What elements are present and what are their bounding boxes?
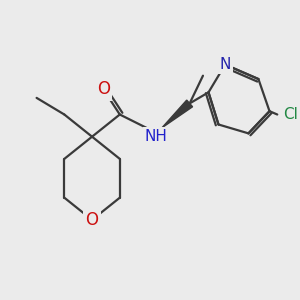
Text: O: O [85,211,99,229]
Text: O: O [97,80,110,98]
Polygon shape [162,100,193,128]
Text: N: N [220,57,231,72]
Text: NH: NH [145,129,168,144]
Text: Cl: Cl [283,107,298,122]
